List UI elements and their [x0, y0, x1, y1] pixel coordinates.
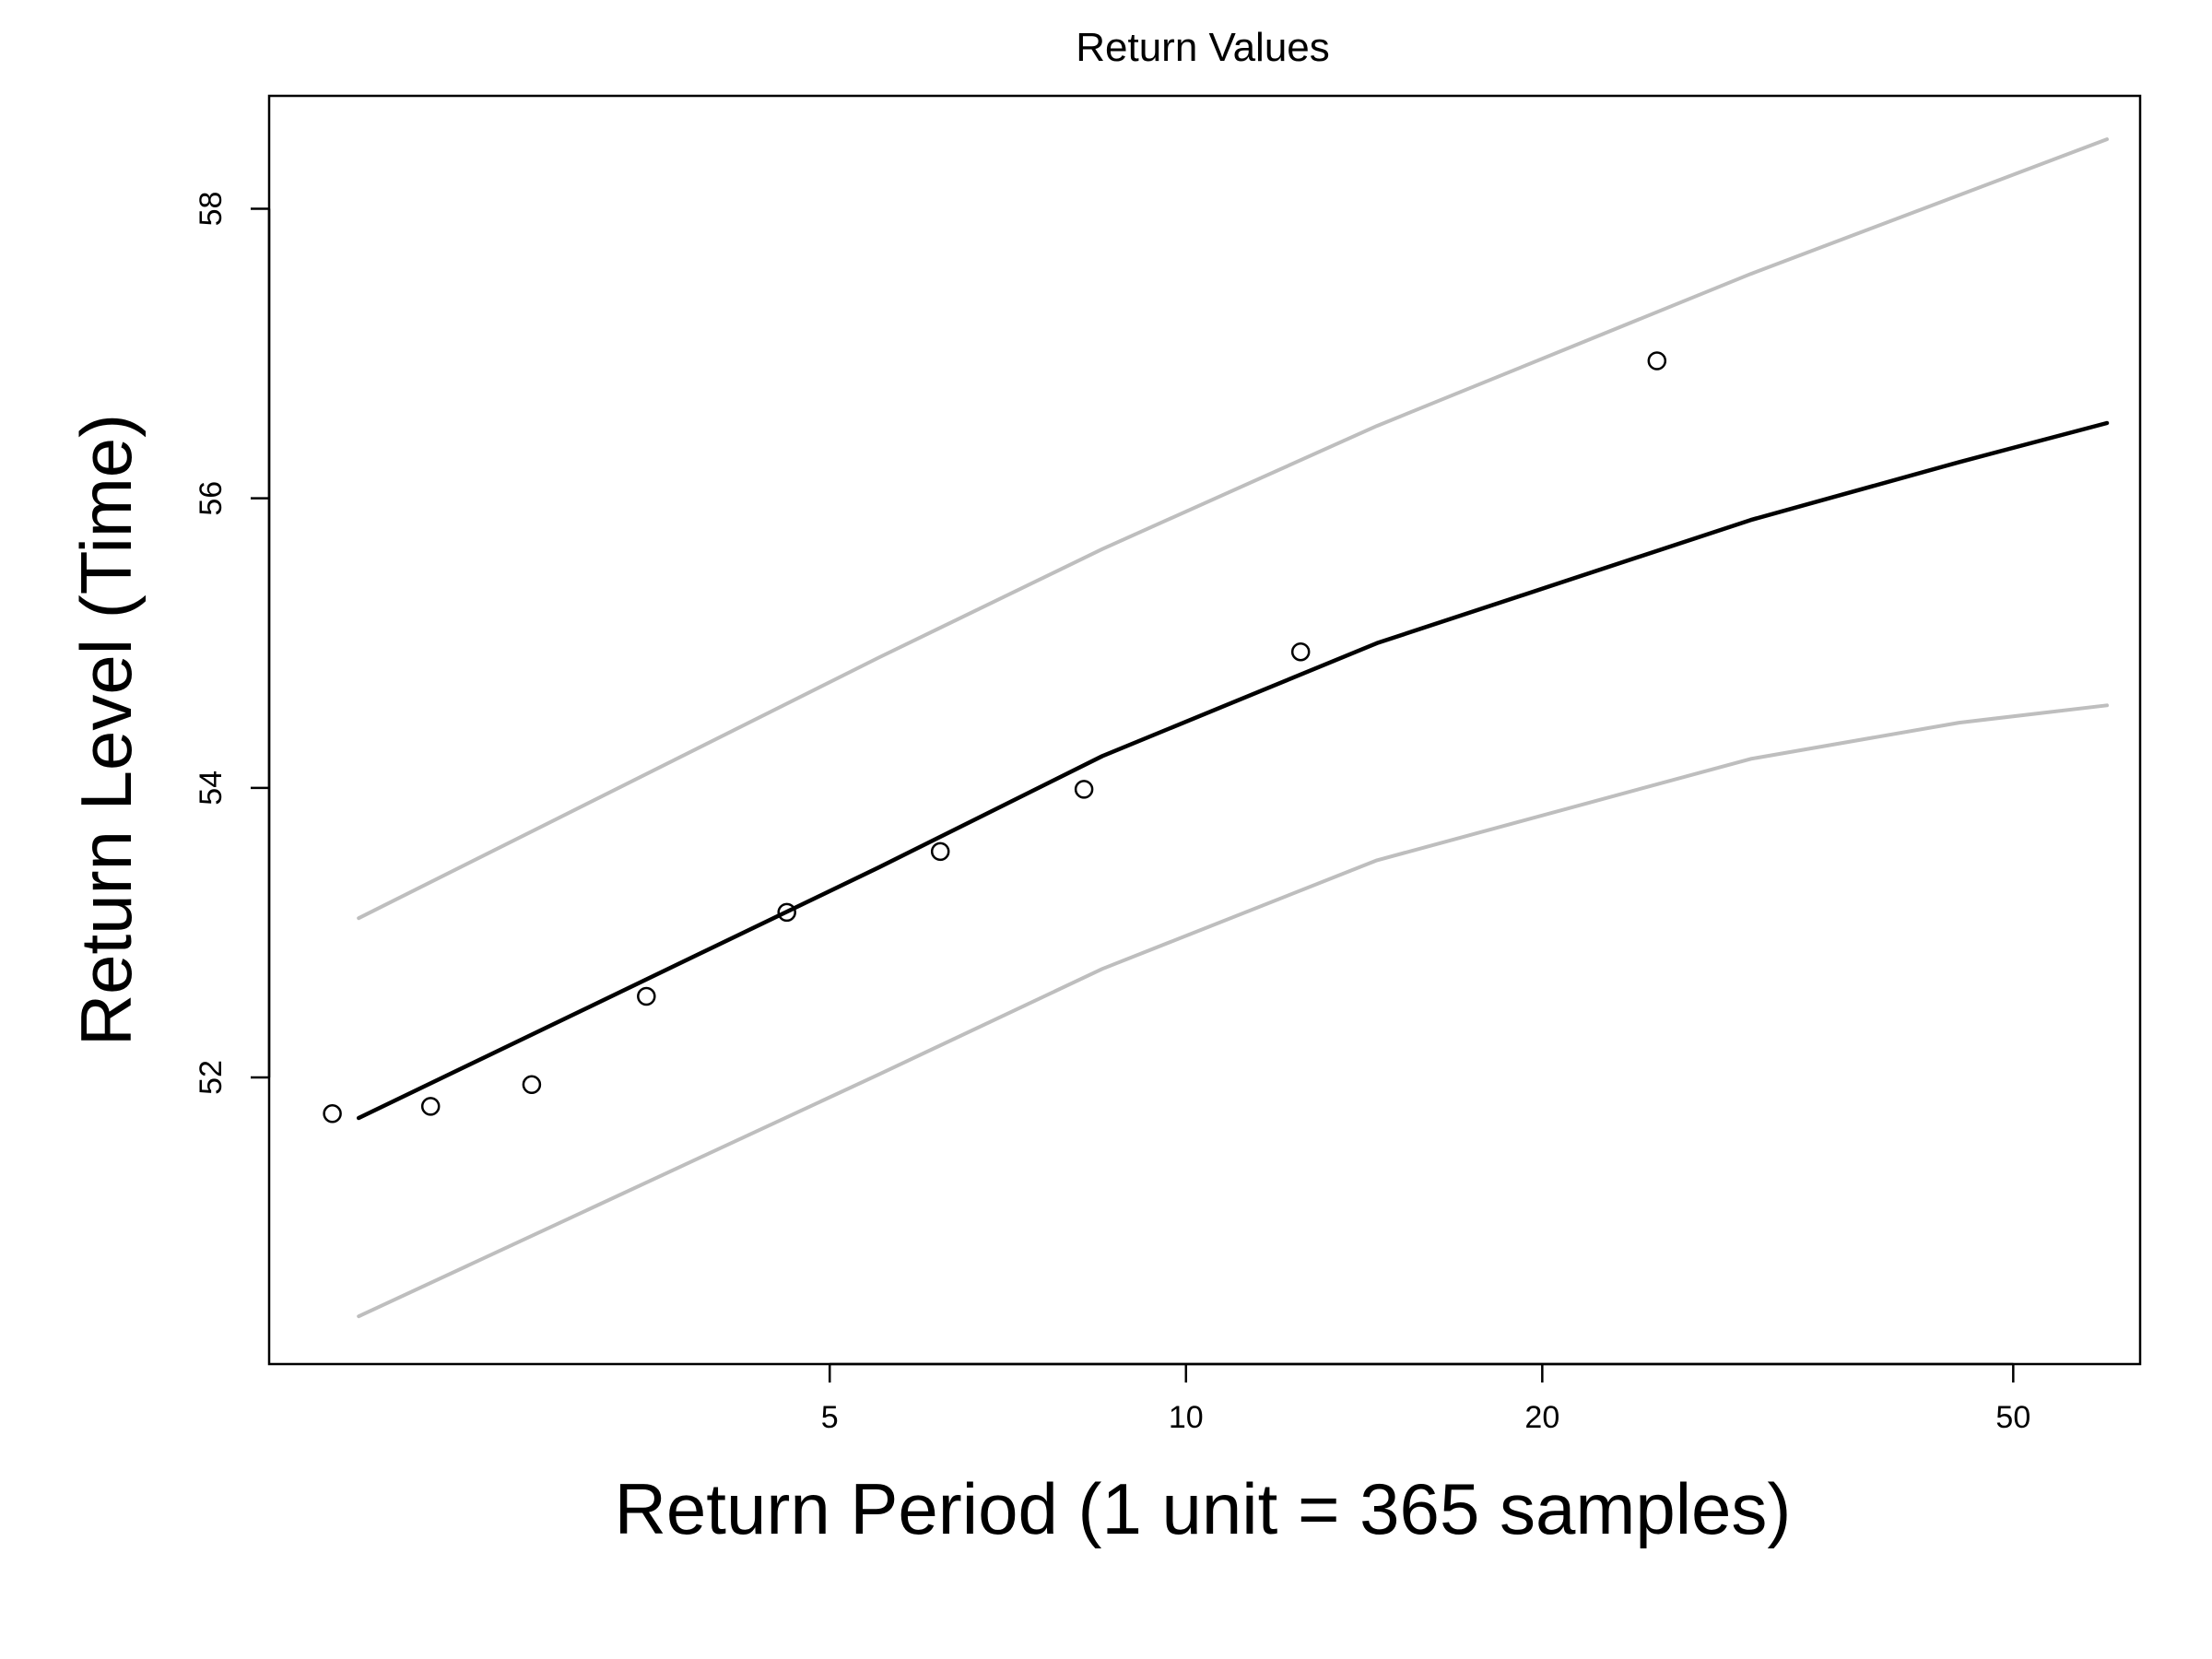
observed-point — [777, 902, 796, 923]
y-tick-label: 56 — [194, 481, 229, 516]
x-axis-title: Return Period (1 unit = 365 samples) — [615, 1468, 1792, 1549]
observed-point — [1647, 351, 1667, 371]
y-axis-title: Return Level (Time) — [65, 414, 147, 1046]
upper-bound-line — [357, 137, 2109, 921]
plot-frame — [267, 94, 2142, 1366]
observed-point — [420, 1097, 441, 1116]
x-axis: 5 10 20 50 — [821, 1362, 2030, 1435]
x-tick-label: 50 — [1995, 1400, 2030, 1435]
y-tick-label: 52 — [194, 1060, 229, 1095]
chart-title: Return Values — [1076, 25, 1330, 70]
observed-point — [1290, 641, 1311, 662]
observed-points — [323, 351, 1667, 1124]
x-tick-label: 5 — [821, 1400, 839, 1435]
y-tick-label: 58 — [194, 192, 229, 227]
x-tick-label: 20 — [1524, 1400, 1559, 1435]
y-axis: 52 54 56 58 — [194, 192, 271, 1095]
confidence-bands — [357, 137, 2109, 1319]
observed-point — [323, 1104, 342, 1124]
lower-bound-line — [357, 703, 2109, 1319]
observed-point — [522, 1075, 542, 1095]
observed-point — [637, 986, 656, 1006]
y-tick-label: 54 — [194, 771, 229, 806]
observed-point — [930, 841, 950, 862]
x-tick-label: 10 — [1169, 1400, 1204, 1435]
estimate-line — [356, 420, 2110, 1121]
observed-point — [1074, 780, 1094, 799]
estimate-line-group — [356, 420, 2110, 1121]
